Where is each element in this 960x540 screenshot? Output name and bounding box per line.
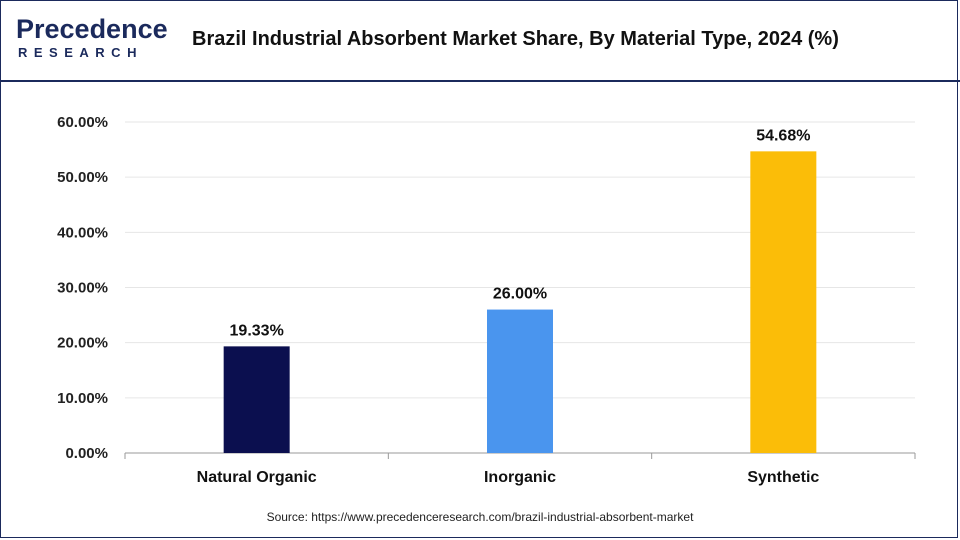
bar: [487, 309, 553, 453]
y-tick-label: 40.00%: [57, 224, 108, 241]
source-note: Source: https://www.precedenceresearch.c…: [266, 510, 694, 524]
x-tick-label: Inorganic: [484, 469, 556, 486]
y-tick-label: 30.00%: [57, 280, 108, 297]
x-tick-label: Natural Organic: [197, 469, 317, 486]
bar-chart: 0.00% 10.00% 20.00% 30.00% 40.00% 50.00% 60.00…: [57, 114, 916, 486]
logo-sub-text: RESEARCH: [18, 45, 143, 60]
header-divider: [0, 80, 960, 82]
brand-logo: Precedence RESEARCH: [16, 14, 168, 64]
y-tick-label: 0.00%: [65, 445, 108, 462]
bar: [750, 151, 817, 453]
y-tick-label: 60.00%: [57, 114, 108, 131]
data-label: 26.00%: [493, 286, 547, 303]
x-tick-label: Synthetic: [747, 469, 819, 486]
chart-title: Brazil Industrial Absorbent Market Share…: [192, 28, 839, 50]
bar: [223, 346, 290, 453]
y-tick-label: 10.00%: [57, 390, 108, 407]
data-label: 19.33%: [230, 322, 284, 339]
y-tick-label: 20.00%: [57, 335, 108, 352]
header: Precedence RESEARCH Brazil Industrial Ab…: [0, 0, 960, 80]
logo-main-text: Precedence: [16, 14, 168, 44]
y-tick-label: 50.00%: [57, 169, 108, 186]
data-label: 54.68%: [756, 127, 810, 144]
